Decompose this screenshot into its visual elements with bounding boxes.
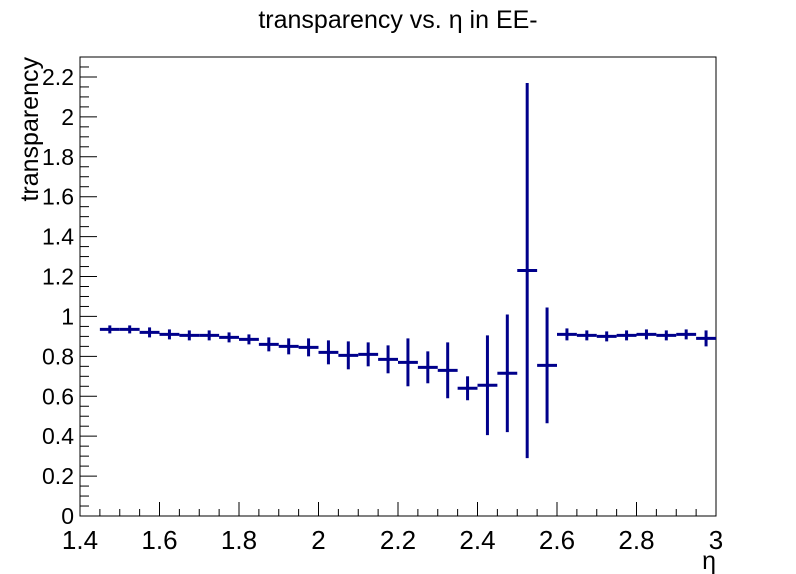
data-point bbox=[179, 330, 200, 341]
x-axis-ticks bbox=[79, 502, 717, 516]
data-point bbox=[477, 335, 498, 436]
data-point bbox=[537, 307, 557, 424]
y-axis-ticks bbox=[80, 56, 97, 517]
data-point bbox=[616, 330, 637, 341]
data-point bbox=[139, 327, 160, 338]
y-tick-label: 1 bbox=[61, 303, 74, 329]
x-tick-label: 2.4 bbox=[459, 525, 495, 555]
y-tick-label: 1.6 bbox=[42, 184, 74, 210]
y-tick-label: 0 bbox=[61, 503, 74, 529]
plot-frame bbox=[79, 56, 717, 517]
data-point bbox=[497, 314, 518, 433]
data-point bbox=[159, 329, 180, 340]
x-tick-label: 2.8 bbox=[618, 525, 654, 555]
data-point bbox=[576, 330, 597, 341]
y-tick-label: 1.4 bbox=[42, 224, 74, 250]
x-axis-tick-labels: 1.4 1.6 1.8 2 2.2 2.4 2.6 2.8 3 bbox=[62, 525, 723, 555]
data-point bbox=[417, 351, 438, 384]
x-tick-label: 1.4 bbox=[62, 525, 98, 555]
data-point bbox=[437, 342, 458, 399]
data-point bbox=[398, 338, 418, 387]
data-point bbox=[358, 342, 379, 367]
x-axis-label: η bbox=[702, 547, 716, 574]
y-axis-label: transparency bbox=[16, 57, 44, 202]
data-point bbox=[656, 330, 677, 341]
x-tick-label: 1.6 bbox=[141, 525, 177, 555]
y-tick-label: 2.2 bbox=[42, 64, 74, 90]
y-tick-label: 2 bbox=[61, 104, 74, 130]
data-points bbox=[99, 82, 716, 459]
data-point bbox=[696, 330, 716, 347]
data-point bbox=[338, 341, 359, 370]
x-tick-label: 2 bbox=[311, 525, 325, 555]
data-point bbox=[457, 376, 478, 401]
data-point bbox=[298, 338, 319, 357]
data-point bbox=[278, 338, 299, 355]
x-tick-label: 2.6 bbox=[539, 525, 575, 555]
data-point bbox=[119, 325, 140, 334]
y-tick-label: 0.8 bbox=[42, 343, 74, 369]
y-axis-tick-labels: 0 0.2 0.4 0.6 0.8 1 1.2 1.4 1.6 1.8 2 2.2 bbox=[42, 64, 74, 529]
y-tick-label: 0.2 bbox=[42, 463, 74, 489]
y-tick-label: 0.4 bbox=[42, 423, 74, 449]
data-point bbox=[517, 82, 538, 459]
data-point bbox=[99, 325, 120, 334]
data-point bbox=[318, 340, 339, 365]
data-point bbox=[636, 329, 657, 340]
data-point bbox=[258, 337, 279, 352]
y-tick-label: 1.2 bbox=[42, 264, 74, 290]
data-point bbox=[199, 330, 220, 341]
data-point bbox=[557, 328, 577, 341]
x-tick-label: 2.2 bbox=[380, 525, 416, 555]
chart-title: transparency vs. η in EE- bbox=[258, 6, 537, 34]
y-tick-label: 0.6 bbox=[42, 383, 74, 409]
data-point bbox=[596, 331, 617, 342]
x-tick-label: 1.8 bbox=[221, 525, 257, 555]
y-tick-label: 1.8 bbox=[42, 144, 74, 170]
data-point bbox=[378, 345, 398, 374]
data-point bbox=[239, 334, 259, 345]
x-tick-label: 3 bbox=[709, 525, 723, 555]
data-point bbox=[219, 332, 239, 343]
data-point bbox=[676, 329, 697, 340]
